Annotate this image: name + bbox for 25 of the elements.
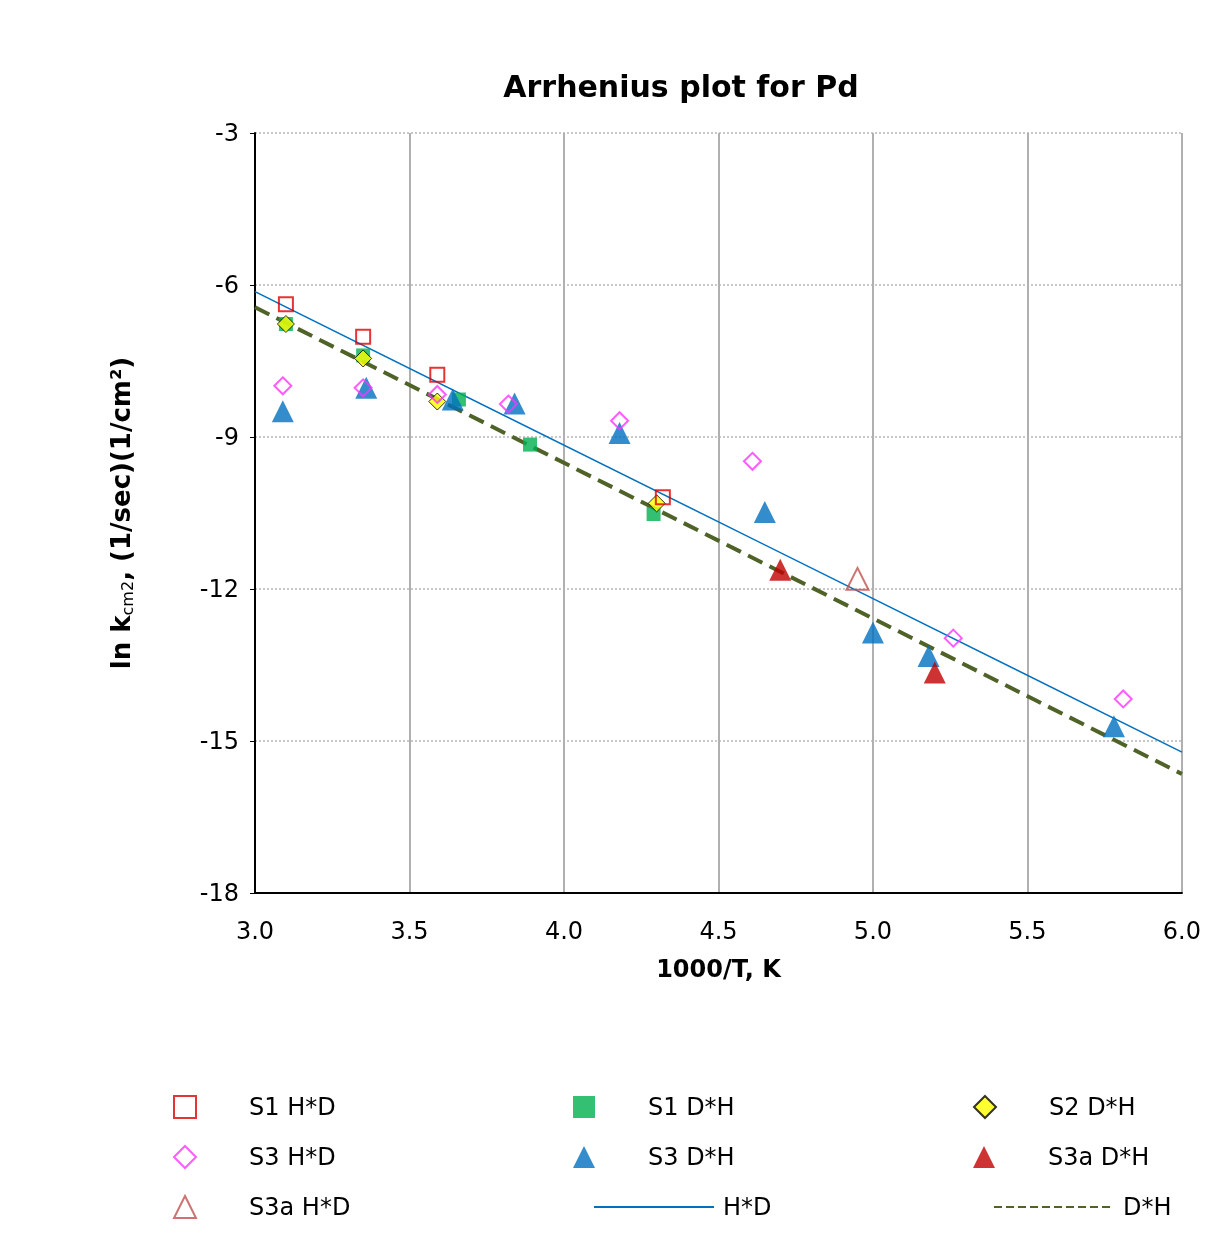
legend-label: S3 H*D [249,1143,336,1171]
y-axis-title: ln kcm2, (1/sec)(1/cm²) [106,356,137,670]
legend-label: S1 D*H [648,1093,735,1121]
chart-title: Arrhenius plot for Pd [503,68,859,104]
y-tick-label: -12 [199,575,239,603]
legend-label: S1 H*D [249,1093,336,1121]
x-tick-label: 3.5 [390,917,429,945]
legend-label: S3 D*H [648,1143,735,1171]
legend-label: S3a D*H [1048,1143,1150,1171]
legend-label: D*H [1123,1193,1172,1221]
x-tick-label: 4.5 [699,917,738,945]
x-axis-title: 1000/T, K [656,955,783,983]
y-tick-label: -3 [215,119,239,147]
legend-label: H*D [723,1193,772,1221]
y-tick-label: -9 [215,423,239,451]
y-tick-label: -15 [199,727,239,755]
legend-label: S2 D*H [1049,1093,1136,1121]
legend-label: S3a H*D [249,1193,351,1221]
y-tick-label: -6 [215,271,239,299]
y-tick-label: -18 [199,879,239,907]
x-tick-label: 5.5 [1008,917,1047,945]
x-tick-label: 5.0 [853,917,893,945]
x-tick-label: 3.0 [235,917,275,945]
x-tick-label: 4.0 [544,917,584,945]
x-tick-label: 6.0 [1162,917,1201,945]
